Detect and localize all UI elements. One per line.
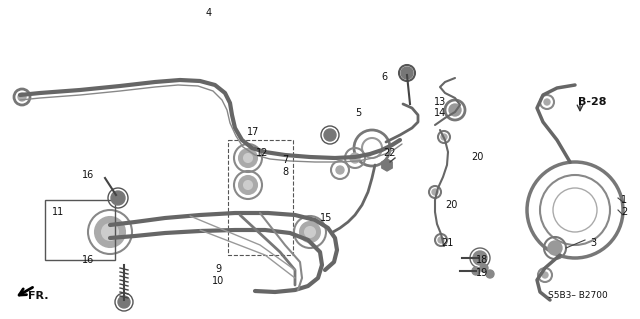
Circle shape xyxy=(118,296,130,308)
Text: 8: 8 xyxy=(282,167,288,177)
Text: 9: 9 xyxy=(215,264,221,274)
Text: 3: 3 xyxy=(590,238,596,248)
Text: 14: 14 xyxy=(434,108,446,118)
Circle shape xyxy=(432,189,438,195)
Circle shape xyxy=(548,241,562,255)
Text: 19: 19 xyxy=(476,268,488,278)
Text: 20: 20 xyxy=(471,152,483,162)
Circle shape xyxy=(350,153,360,163)
Circle shape xyxy=(244,181,252,189)
Circle shape xyxy=(324,129,336,141)
Text: 16: 16 xyxy=(82,170,94,180)
Text: 4: 4 xyxy=(206,8,212,18)
Bar xyxy=(228,140,293,255)
Text: 17: 17 xyxy=(247,127,259,137)
Circle shape xyxy=(95,217,125,247)
Circle shape xyxy=(472,267,480,275)
Circle shape xyxy=(336,166,344,174)
Circle shape xyxy=(438,237,444,243)
Circle shape xyxy=(239,149,257,167)
Text: 16: 16 xyxy=(82,255,94,265)
Circle shape xyxy=(102,224,118,240)
Circle shape xyxy=(449,104,461,116)
Circle shape xyxy=(473,251,487,265)
Circle shape xyxy=(544,99,550,105)
Text: B-28: B-28 xyxy=(578,97,607,107)
Circle shape xyxy=(486,270,494,278)
Text: 12: 12 xyxy=(256,148,268,158)
Circle shape xyxy=(542,272,548,278)
Circle shape xyxy=(244,154,252,162)
Text: 15: 15 xyxy=(320,213,332,223)
Text: 5: 5 xyxy=(355,108,361,118)
Text: 20: 20 xyxy=(445,200,457,210)
Text: 10: 10 xyxy=(212,276,224,286)
Circle shape xyxy=(239,176,257,194)
Text: 11: 11 xyxy=(52,207,64,217)
Circle shape xyxy=(480,264,488,272)
Text: 21: 21 xyxy=(441,238,453,248)
Circle shape xyxy=(111,191,125,205)
Circle shape xyxy=(300,222,320,242)
Circle shape xyxy=(18,93,26,101)
Circle shape xyxy=(305,227,315,237)
Text: FR.: FR. xyxy=(28,291,49,301)
Text: 6: 6 xyxy=(381,72,387,82)
Text: 13: 13 xyxy=(434,97,446,107)
Text: S5B3– B2700: S5B3– B2700 xyxy=(548,291,608,300)
Text: 18: 18 xyxy=(476,255,488,265)
Bar xyxy=(45,200,115,260)
Circle shape xyxy=(441,134,447,140)
Text: 7: 7 xyxy=(282,155,288,165)
Text: 2: 2 xyxy=(621,207,627,217)
Text: 22: 22 xyxy=(384,148,396,158)
Text: 1: 1 xyxy=(621,195,627,205)
Circle shape xyxy=(401,67,413,79)
